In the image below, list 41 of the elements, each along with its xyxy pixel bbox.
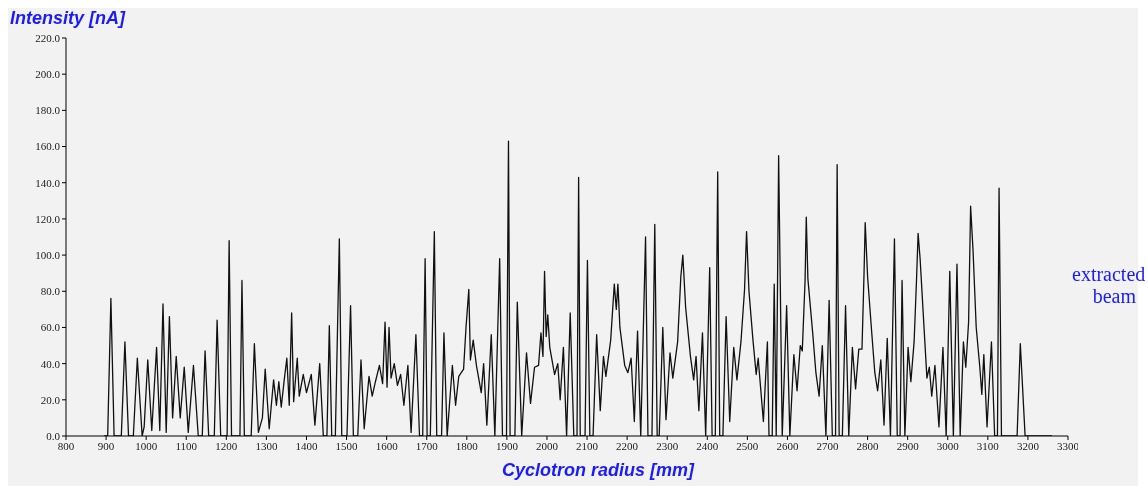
x-tick-label: 3100 [976, 439, 1000, 452]
x-tick-label: 1100 [175, 439, 198, 452]
x-tick-label: 3000 [936, 439, 960, 452]
y-tick-label: 80.0 [40, 285, 61, 298]
y-tick-label: 220.0 [35, 31, 61, 44]
x-tick-label: 1000 [135, 439, 158, 452]
y-tick-label: 60.0 [40, 321, 61, 334]
x-tick-label: 1300 [255, 439, 278, 452]
x-tick-label: 1800 [455, 439, 479, 452]
x-tick-label: 2600 [776, 439, 799, 452]
x-tick-label: 2800 [856, 439, 880, 452]
y-tick-label: 0.0 [46, 429, 61, 442]
y-tick-label: 120.0 [35, 212, 61, 225]
x-tick-label: 2900 [896, 439, 920, 452]
x-tick-label: 2400 [696, 439, 719, 452]
x-tick-label: 2000 [535, 439, 559, 452]
x-tick-label: 800 [57, 439, 75, 452]
y-tick-label: 100.0 [35, 249, 61, 261]
x-tick-label: 2100 [576, 439, 599, 452]
x-tick-label: 2300 [656, 439, 679, 452]
y-axis-title: Intensity [nA] [10, 8, 125, 29]
y-tick-label: 160.0 [35, 140, 61, 153]
x-tick-label: 900 [97, 439, 115, 452]
x-tick-label: 1600 [375, 439, 399, 452]
x-tick-label: 2200 [616, 439, 639, 452]
x-tick-label: 1900 [495, 439, 519, 452]
y-tick-label: 200.0 [35, 68, 61, 81]
x-tick-label: 2700 [816, 439, 840, 452]
y-tick-label: 40.0 [40, 357, 61, 370]
y-tick-label: 180.0 [35, 104, 61, 117]
x-tick-label: 3300 [1057, 439, 1080, 452]
text: extracted beam [1072, 263, 1146, 307]
x-tick-label: 3200 [1016, 439, 1040, 452]
x-tick-label: 2500 [736, 439, 759, 452]
x-tick-label: 1500 [335, 439, 359, 452]
y-tick-label: 140.0 [35, 176, 61, 189]
x-axis-title: Cyclotron radius [mm] [501, 460, 696, 481]
x-tick-label: 1700 [415, 439, 439, 452]
x-tick-label: 1400 [295, 439, 318, 452]
y-tick-label: 20.0 [40, 393, 61, 406]
x-tick-label: 1200 [215, 439, 238, 452]
